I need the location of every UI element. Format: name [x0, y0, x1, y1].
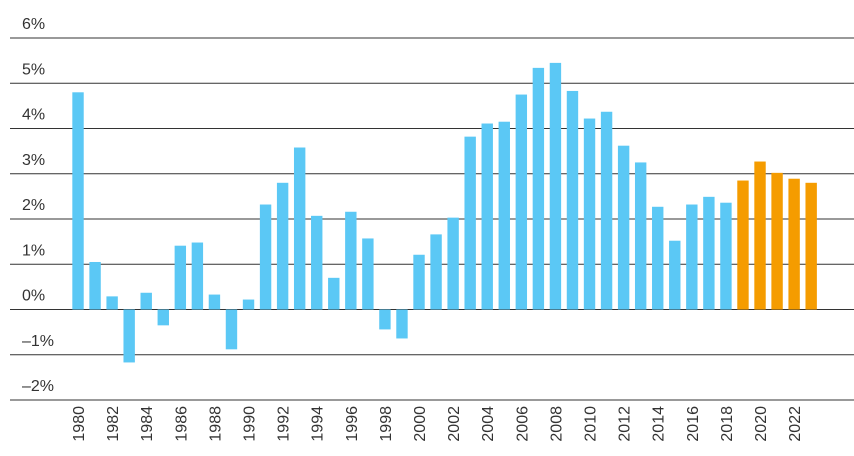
- x-tick-label: 2020: [753, 406, 770, 442]
- bar: [123, 309, 135, 363]
- x-tick-label: 1996: [344, 406, 361, 442]
- bar: [788, 178, 800, 310]
- bar: [311, 215, 323, 310]
- x-tick-label: 1990: [242, 406, 259, 442]
- bar: [362, 238, 374, 310]
- y-tick-label: 0%: [22, 288, 45, 305]
- bar: [328, 277, 340, 310]
- x-tick-label: 2018: [719, 406, 736, 442]
- bar: [498, 121, 510, 310]
- x-tick-label: 2016: [685, 406, 702, 442]
- y-tick-label: 5%: [22, 61, 45, 78]
- x-tick-label: 1988: [207, 406, 224, 442]
- y-tick-label: 3%: [22, 152, 45, 169]
- bar: [464, 136, 476, 310]
- x-tick-label: 2002: [446, 406, 463, 442]
- x-tick-label: 1986: [173, 406, 190, 442]
- x-tick-label: 2006: [514, 406, 531, 442]
- bar: [345, 211, 357, 310]
- x-tick-label: 1982: [105, 406, 122, 442]
- bar: [242, 299, 255, 310]
- y-tick-label: 6%: [22, 16, 45, 33]
- bar: [481, 123, 493, 310]
- x-tick-label: 1994: [310, 406, 327, 442]
- x-tick-label: 2010: [583, 406, 600, 442]
- bar: [771, 172, 783, 310]
- bar: [106, 296, 118, 310]
- x-tick-label: 2022: [787, 406, 804, 442]
- bar: [293, 147, 306, 310]
- x-tick-label: 2014: [651, 406, 668, 442]
- x-tick-label: 2012: [617, 406, 634, 442]
- x-tick-label: 2004: [480, 406, 497, 442]
- bar: [430, 234, 442, 310]
- y-tick-label: 1%: [22, 242, 45, 259]
- bar: [515, 94, 528, 310]
- bar: [754, 161, 766, 310]
- x-tick-label: 2008: [548, 406, 565, 442]
- bar: [669, 240, 681, 310]
- bar: [89, 261, 101, 310]
- y-tick-label: 4%: [22, 107, 45, 124]
- bar: [805, 182, 817, 310]
- bar: [379, 309, 391, 330]
- bar: [566, 90, 579, 310]
- bar: [157, 309, 169, 326]
- bar: [703, 196, 715, 310]
- y-tick-label: 2%: [22, 197, 45, 214]
- bar: [72, 92, 84, 310]
- bar: [652, 206, 664, 310]
- bar: [413, 254, 425, 310]
- bar: [208, 294, 221, 310]
- y-tick-label: –1%: [22, 333, 54, 350]
- bar: [617, 145, 630, 310]
- y-tick-label: –2%: [22, 378, 54, 395]
- bar: [276, 182, 289, 310]
- bar: [686, 204, 698, 310]
- bar: [720, 202, 732, 310]
- bar: [600, 111, 613, 310]
- bar: [583, 118, 596, 310]
- bar: [634, 162, 647, 310]
- x-tick-label: 1984: [139, 406, 156, 442]
- x-tick-label: 1998: [378, 406, 395, 442]
- bar: [532, 67, 545, 310]
- x-tick-label: 2000: [412, 406, 429, 442]
- bar: [737, 180, 749, 310]
- bar: [396, 309, 408, 339]
- bar: [549, 62, 562, 310]
- x-tick-label: 1992: [276, 406, 293, 442]
- bar: [174, 245, 187, 310]
- x-tick-label: 1980: [71, 406, 88, 442]
- bar: [225, 309, 238, 350]
- bar: [447, 217, 459, 310]
- bar: [191, 242, 204, 310]
- bar: [259, 204, 272, 310]
- bar: [140, 292, 152, 310]
